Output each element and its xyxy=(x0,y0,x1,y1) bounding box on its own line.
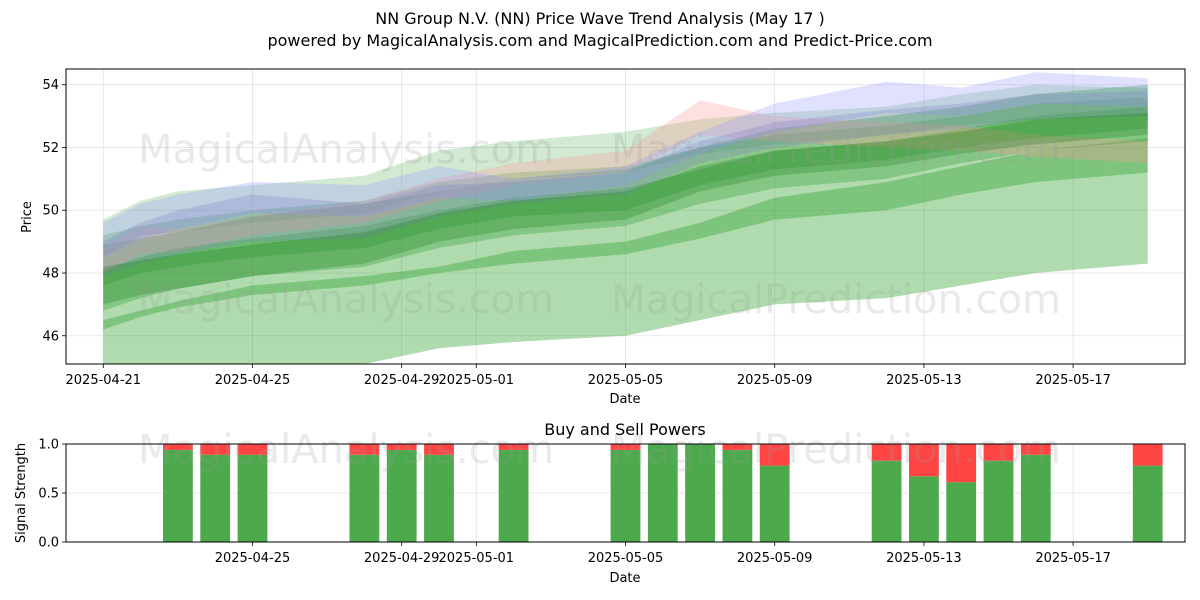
buy-bar-14 xyxy=(946,482,977,542)
signal-bars xyxy=(163,444,1163,542)
price-band-3 xyxy=(103,84,1148,258)
buy-bar-5 xyxy=(424,454,454,542)
buy-bar-9 xyxy=(685,444,715,542)
price-y-tick-1: 48 xyxy=(42,266,59,281)
signal-x-tick-6: 2025-05-17 xyxy=(1035,551,1111,566)
sell-bar-16 xyxy=(1020,444,1051,455)
watermark-prediction-signal: MagicalPrediction.com xyxy=(611,427,1061,473)
signal-y-tick-1: 0.5 xyxy=(38,487,59,502)
buy-bar-12 xyxy=(871,460,902,542)
signal-y-tick-0: 0.0 xyxy=(38,536,59,551)
signal-title: Buy and Sell Powers xyxy=(544,420,706,439)
buy-bar-17 xyxy=(1132,465,1163,542)
buy-bar-0 xyxy=(163,449,193,542)
watermark-analysis-lower: MagicalAnalysis.com xyxy=(138,277,554,323)
watermark-analysis-upper: MagicalAnalysis.com xyxy=(138,127,554,173)
price-band-2 xyxy=(103,106,1148,311)
sell-bar-4 xyxy=(386,444,417,450)
buy-bar-6 xyxy=(498,449,529,542)
sell-bar-5 xyxy=(424,444,454,455)
buy-bar-2 xyxy=(237,454,268,542)
price-y-tick-0: 46 xyxy=(42,329,59,344)
price-bands xyxy=(103,72,1148,364)
price-band-6 xyxy=(103,72,1148,258)
buy-bar-11 xyxy=(759,465,790,542)
price-y-tick-4: 54 xyxy=(42,78,59,93)
sell-bar-10 xyxy=(722,444,753,450)
price-x-tick-6: 2025-05-13 xyxy=(886,373,962,388)
signal-y-tick-2: 1.0 xyxy=(38,438,59,453)
buy-bar-13 xyxy=(909,476,939,542)
signal-x-tick-3: 2025-05-05 xyxy=(588,551,664,566)
buy-bar-10 xyxy=(722,449,753,542)
signal-x-tick-2: 2025-05-01 xyxy=(439,551,515,566)
price-x-tick-4: 2025-05-05 xyxy=(588,373,664,388)
signal-x-tick-5: 2025-05-13 xyxy=(886,551,962,566)
watermark-prediction-lower: MagicalPrediction.com xyxy=(611,277,1061,323)
price-x-tick-5: 2025-05-09 xyxy=(737,373,813,388)
sell-bar-1 xyxy=(200,444,231,455)
signal-x-ticks: 2025-04-25 2025-04-29 2025-05-01 2025-05-05… xyxy=(215,542,1111,566)
signal-x-tick-1: 2025-04-29 xyxy=(364,551,440,566)
price-grid xyxy=(66,69,1185,364)
price-x-tick-0: 2025-04-21 xyxy=(66,373,142,388)
sell-bar-11 xyxy=(759,444,790,466)
sell-bar-3 xyxy=(349,444,380,455)
price-x-ticks: 2025-04-21 2025-04-25 2025-04-29 2025-05-01… xyxy=(66,364,1111,388)
sell-bar-12 xyxy=(871,444,902,461)
signal-y-ticks: 0.0 0.5 1.0 xyxy=(38,438,66,551)
signal-chart: MagicalAnalysis.com MagicalPrediction.co… xyxy=(14,420,1186,586)
price-x-tick-1: 2025-04-25 xyxy=(215,373,291,388)
price-y-label: Price xyxy=(20,201,35,233)
watermark-prediction-upper: MagicalPrediction.com xyxy=(611,127,1061,173)
sell-bar-13 xyxy=(909,444,939,477)
sell-bar-17 xyxy=(1132,444,1163,466)
sell-bar-0 xyxy=(163,444,193,450)
chart-title: NN Group N.V. (NN) Price Wave Trend Anal… xyxy=(375,9,825,28)
price-band-5 xyxy=(103,100,1148,274)
sell-bar-6 xyxy=(498,444,529,450)
price-x-tick-7: 2025-05-17 xyxy=(1035,373,1111,388)
watermark-analysis-signal: MagicalAnalysis.com xyxy=(138,427,554,473)
chart-subtitle: powered by MagicalAnalysis.com and Magic… xyxy=(267,31,933,50)
signal-y-label: Signal Strength xyxy=(14,443,29,543)
sell-bar-7 xyxy=(610,444,641,450)
price-band-1 xyxy=(103,84,1148,330)
buy-bar-15 xyxy=(983,460,1014,542)
buy-bar-1 xyxy=(200,454,231,542)
price-band-4 xyxy=(103,97,1148,286)
signal-x-tick-0: 2025-04-25 xyxy=(215,551,291,566)
signal-x-label: Date xyxy=(609,571,640,586)
sell-bar-2 xyxy=(237,444,268,455)
buy-bar-4 xyxy=(386,449,417,542)
buy-bar-16 xyxy=(1020,454,1051,542)
sell-bar-15 xyxy=(983,444,1014,461)
buy-bar-3 xyxy=(349,454,380,542)
price-y-tick-3: 52 xyxy=(42,141,59,156)
price-chart: MagicalAnalysis.com MagicalPrediction.co… xyxy=(20,68,1186,407)
sell-bar-14 xyxy=(946,444,977,483)
price-x-tick-3: 2025-05-01 xyxy=(439,373,515,388)
price-x-label: Date xyxy=(609,392,640,407)
price-band-8 xyxy=(103,112,1148,305)
buy-bar-7 xyxy=(610,449,641,542)
signal-x-tick-4: 2025-05-09 xyxy=(737,551,813,566)
signal-watermarks: MagicalAnalysis.com MagicalPrediction.co… xyxy=(138,427,1061,473)
price-y-tick-2: 50 xyxy=(42,204,59,219)
price-watermarks: MagicalAnalysis.com MagicalPrediction.co… xyxy=(138,127,1061,323)
price-x-tick-2: 2025-04-29 xyxy=(364,373,440,388)
buy-bar-8 xyxy=(647,444,678,542)
price-band-7 xyxy=(103,91,1148,277)
price-y-ticks: 46 48 50 52 54 xyxy=(42,78,66,344)
price-band-0 xyxy=(103,138,1148,364)
